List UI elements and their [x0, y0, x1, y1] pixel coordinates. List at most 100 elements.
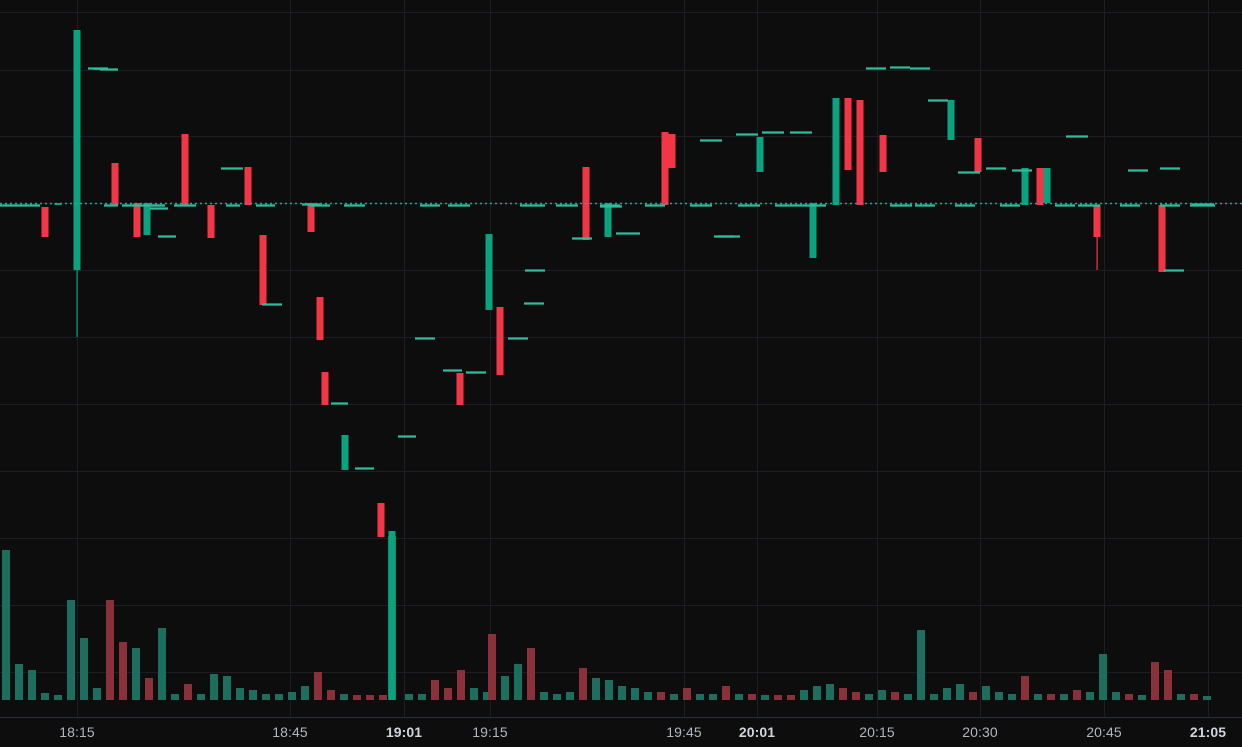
volume-bar[interactable] — [54, 695, 62, 700]
volume-bar[interactable] — [813, 686, 821, 700]
volume-bar[interactable] — [145, 678, 153, 700]
volume-bar[interactable] — [67, 600, 75, 700]
volume-bar[interactable] — [1190, 694, 1198, 700]
price-bar[interactable] — [1093, 205, 1101, 237]
price-bar[interactable] — [111, 163, 119, 205]
volume-bar[interactable] — [210, 674, 218, 700]
volume-bar[interactable] — [1177, 694, 1185, 700]
volume-bar[interactable] — [236, 688, 244, 700]
volume-bar[interactable] — [275, 694, 283, 700]
price-bar[interactable] — [756, 137, 764, 172]
volume-bar[interactable] — [605, 680, 613, 700]
price-bar[interactable] — [947, 100, 955, 140]
price-bar[interactable] — [388, 531, 396, 700]
volume-bar[interactable] — [709, 694, 717, 700]
volume-bar[interactable] — [15, 664, 23, 700]
volume-bar[interactable] — [1073, 690, 1081, 700]
volume-bar[interactable] — [826, 684, 834, 700]
volume-bar[interactable] — [405, 694, 413, 700]
volume-bar[interactable] — [1099, 654, 1107, 700]
price-bar[interactable] — [307, 203, 315, 232]
volume-bar[interactable] — [1203, 696, 1211, 700]
volume-bar[interactable] — [748, 694, 756, 700]
volume-bar[interactable] — [431, 680, 439, 700]
volume-bar[interactable] — [1151, 662, 1159, 700]
volume-bar[interactable] — [1138, 695, 1146, 700]
price-bar[interactable] — [377, 503, 385, 537]
price-bar[interactable] — [133, 203, 141, 237]
price-bar[interactable] — [844, 98, 852, 170]
price-bar[interactable] — [143, 203, 151, 235]
volume-bar[interactable] — [184, 684, 192, 700]
volume-bar[interactable] — [787, 695, 795, 700]
volume-bar[interactable] — [1060, 694, 1068, 700]
volume-bar[interactable] — [80, 638, 88, 700]
volume-bar[interactable] — [249, 690, 257, 700]
volume-bar[interactable] — [197, 694, 205, 700]
volume-bar[interactable] — [566, 692, 574, 700]
price-bar[interactable] — [832, 98, 840, 205]
price-bar[interactable] — [604, 203, 612, 237]
price-bar[interactable] — [456, 373, 464, 405]
price-bar[interactable] — [974, 138, 982, 172]
volume-bar[interactable] — [618, 686, 626, 700]
volume-bar[interactable] — [366, 695, 374, 700]
volume-bar[interactable] — [657, 692, 665, 700]
volume-bar[interactable] — [579, 668, 587, 700]
volume-bar[interactable] — [943, 688, 951, 700]
volume-bar[interactable] — [540, 692, 548, 700]
price-bar[interactable] — [73, 30, 81, 270]
volume-bars[interactable] — [2, 536, 1211, 700]
volume-bar[interactable] — [527, 648, 535, 700]
volume-bar[interactable] — [262, 694, 270, 700]
volume-bar[interactable] — [1008, 694, 1016, 700]
volume-bar[interactable] — [379, 695, 387, 700]
volume-bar[interactable] — [839, 688, 847, 700]
price-bar[interactable] — [496, 307, 504, 375]
price-bar[interactable] — [661, 132, 669, 205]
volume-bar[interactable] — [969, 692, 977, 700]
price-bar[interactable] — [316, 297, 324, 340]
volume-bar[interactable] — [735, 694, 743, 700]
volume-bar[interactable] — [483, 692, 491, 700]
price-bar[interactable] — [1158, 205, 1166, 272]
price-bar[interactable] — [1043, 168, 1051, 203]
volume-bar[interactable] — [670, 694, 678, 700]
volume-bar[interactable] — [696, 694, 704, 700]
volume-bar[interactable] — [314, 672, 322, 700]
volume-bar[interactable] — [41, 693, 49, 700]
price-bar[interactable] — [485, 234, 493, 310]
volume-bar[interactable] — [722, 686, 730, 700]
volume-bar[interactable] — [28, 670, 36, 700]
volume-bar[interactable] — [119, 642, 127, 700]
volume-bar[interactable] — [878, 690, 886, 700]
price-bar[interactable] — [879, 135, 887, 172]
price-bar[interactable] — [181, 134, 189, 205]
volume-bar[interactable] — [982, 686, 990, 700]
volume-bar[interactable] — [301, 686, 309, 700]
volume-bar[interactable] — [288, 692, 296, 700]
volume-bar[interactable] — [327, 690, 335, 700]
volume-bar[interactable] — [865, 694, 873, 700]
volume-bar[interactable] — [488, 634, 496, 700]
price-bar[interactable] — [1036, 168, 1044, 205]
volume-bar[interactable] — [223, 676, 231, 700]
volume-bar[interactable] — [132, 648, 140, 700]
volume-bar[interactable] — [444, 688, 452, 700]
price-bar[interactable] — [321, 372, 329, 405]
volume-bar[interactable] — [592, 678, 600, 700]
volume-bar[interactable] — [470, 688, 478, 700]
volume-bar[interactable] — [457, 670, 465, 700]
volume-bar[interactable] — [353, 695, 361, 700]
volume-bar[interactable] — [1047, 694, 1055, 700]
price-bar[interactable] — [856, 100, 864, 205]
price-bar[interactable] — [341, 435, 349, 470]
price-bar[interactable] — [244, 167, 252, 205]
volume-bar[interactable] — [852, 692, 860, 700]
volume-bar[interactable] — [774, 695, 782, 700]
price-bar[interactable] — [1021, 168, 1029, 205]
volume-bar[interactable] — [106, 600, 114, 700]
volume-bar[interactable] — [1086, 692, 1094, 700]
volume-bar[interactable] — [904, 694, 912, 700]
